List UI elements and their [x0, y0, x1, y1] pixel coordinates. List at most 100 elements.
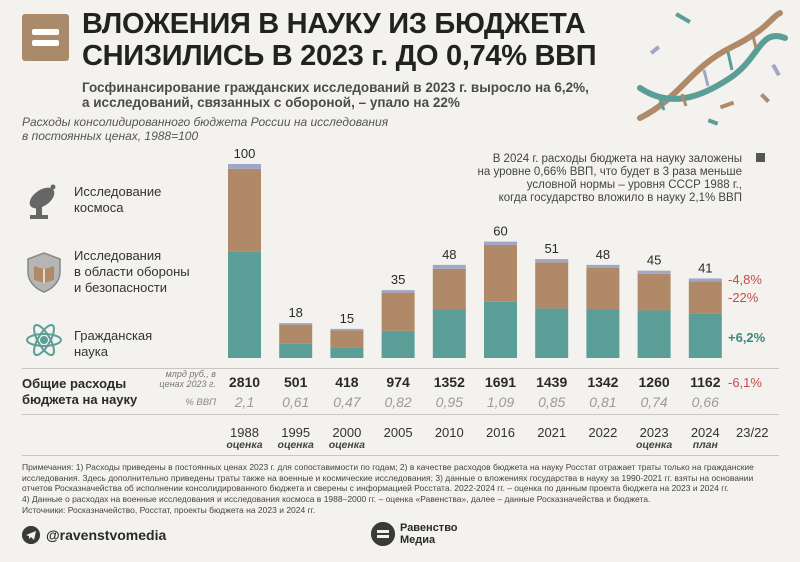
legend-defense-line-3: и безопасности	[74, 280, 168, 295]
total-value: 974	[386, 374, 410, 390]
bar-segment-defense	[330, 330, 364, 348]
title-line-1: ВЛОЖЕНИЯ В НАУКУ ИЗ БЮДЖЕТА	[82, 8, 586, 40]
notes-line-2: исследования. Здесь дополнительно привед…	[22, 472, 754, 483]
total-value: 418	[335, 374, 359, 390]
x-tick-sublabel: план	[692, 439, 718, 451]
gdp-value: 0,61	[282, 394, 310, 410]
bar-value-label: 51	[544, 241, 558, 256]
bar-segment-defense	[432, 268, 466, 310]
satellite-dish-icon	[29, 184, 56, 219]
bar-segment-defense	[484, 244, 517, 302]
bar-segment-space	[279, 323, 313, 325]
note-line-3: условной нормы – уровня СССР 1988 г.,	[526, 179, 742, 191]
bar-value-label: 35	[391, 272, 405, 287]
bar-value-label: 45	[647, 253, 661, 268]
bar-segment-defense	[228, 168, 261, 252]
chart-description: Расходы консолидированного бюджета Росси…	[22, 115, 388, 143]
x-tick-sublabel: оценка	[328, 439, 366, 451]
bar-segment-space	[381, 290, 415, 293]
bar-value-label: 48	[442, 247, 456, 262]
title-line-2: СНИЗИЛИСЬ В 2023 г. ДО 0,74% ВВП	[82, 40, 597, 72]
notes-line-3: отчетов Росказначейства об исполнении ко…	[22, 483, 729, 493]
bar-segment-space	[484, 241, 517, 245]
bar-segment-defense	[688, 281, 722, 314]
bar-segment-civil	[381, 330, 415, 358]
gdp-unit: % ВВП	[185, 397, 216, 408]
legend-civil-line-2: наука	[74, 344, 108, 359]
bar-segment-space	[637, 270, 671, 274]
gdp-value: 0,81	[589, 394, 617, 410]
change-column-header: 23/22	[736, 425, 769, 440]
total-value: 1352	[433, 374, 465, 390]
bar-segment-civil	[586, 309, 620, 358]
note-line-2: на уровне 0,66% ВВП, что будет в 3 раза …	[477, 166, 743, 178]
x-tick-label: 2016	[486, 425, 515, 440]
notes-line-4: 4) Данные о расходах на военные исследов…	[22, 493, 651, 504]
gdp-value: 0,85	[538, 394, 566, 410]
subtitle-line-1: Госфинансирование гражданских исследован…	[82, 80, 589, 95]
brand-line-2: Медиа	[400, 534, 436, 546]
stacked-bar-chart: 100 18 15 35 48 60 51 48 45 41	[228, 146, 722, 358]
note-marker	[756, 153, 765, 162]
gdp-value: 1,09	[486, 394, 515, 410]
row-title-line-2: бюджета на науку	[22, 392, 138, 407]
gdp-value: 0,66	[691, 394, 719, 410]
ravenstvo-logo-icon	[371, 522, 395, 546]
total-value: 1439	[536, 374, 568, 390]
bar-segment-space	[432, 264, 466, 269]
legend-civil: Гражданская наука	[74, 328, 152, 360]
bar-segment-space	[535, 259, 569, 263]
legend-space-line-2: космоса	[74, 200, 124, 215]
bar-segment-defense	[637, 273, 671, 311]
bar-segment-space	[586, 264, 620, 268]
bar-value-label: 15	[340, 311, 354, 326]
legend-defense-line-2: в области обороны	[74, 264, 190, 279]
totals-unit: млрд руб., в ценах 2023 г.	[144, 369, 216, 389]
description-line-1: Расходы консолидированного бюджета Росси…	[22, 115, 389, 129]
social-handle-link[interactable]: @ravenstvomedia	[46, 527, 167, 543]
bar-value-label: 100	[234, 146, 256, 161]
brand-logo	[22, 14, 69, 61]
total-value: 1691	[484, 374, 517, 390]
footer-separator	[22, 455, 779, 456]
bar-segment-defense	[535, 262, 569, 309]
gdp-value: 0,95	[435, 394, 463, 410]
unit-line-1: млрд руб., в	[165, 369, 216, 379]
x-tick-label: 2005	[383, 425, 413, 440]
bar-segment-space	[688, 278, 722, 282]
x-tick-label: 1995	[281, 425, 311, 440]
note-2024: В 2024 г. расходы бюджета на науку залож…	[462, 153, 743, 205]
footnotes: Примечания: 1) Расходы приведены в посто…	[22, 462, 772, 504]
change-defense: -22%	[728, 290, 759, 305]
x-tick-label: 2022	[588, 425, 618, 440]
row-title-line-1: Общие расходы	[22, 376, 127, 391]
change-civil: +6,2%	[728, 330, 766, 345]
logo-bar	[32, 29, 59, 35]
total-value: 1162	[690, 374, 721, 390]
bar-value-label: 41	[698, 260, 712, 275]
bar-value-label: 18	[288, 305, 302, 320]
legend-defense-line-1: Исследования	[74, 248, 162, 263]
x-tick-label: 2010	[434, 425, 464, 440]
legend-space: Исследование космоса	[74, 184, 161, 216]
bar-segment-civil	[228, 251, 261, 358]
bar-segment-defense	[381, 292, 415, 331]
notes-line-1: Примечания: 1) Расходы приведены в посто…	[22, 462, 754, 472]
unit-line-2: ценах 2023 г.	[159, 379, 216, 389]
telegram-icon[interactable]	[22, 526, 40, 544]
description-line-2: в постоянных ценах, 1988=100	[22, 129, 199, 143]
x-tick-sublabel: оценка	[226, 439, 263, 451]
table-separator	[22, 368, 779, 369]
bar-segment-civil	[688, 313, 722, 358]
gdp-value: 0,82	[384, 394, 412, 410]
bar-segment-civil	[484, 301, 517, 358]
page-subtitle: Госфинансирование гражданских исследован…	[82, 80, 589, 110]
legend-space-line-1: Исследование	[74, 184, 162, 199]
total-value: 2810	[228, 374, 261, 390]
shield-book-icon	[27, 252, 61, 293]
x-tick-label: 1988	[230, 425, 259, 440]
page-title: ВЛОЖЕНИЯ В НАУКУ ИЗ БЮДЖЕТА СНИЗИЛИСЬ В …	[82, 8, 597, 72]
brand-line-1: Равенство	[400, 522, 458, 534]
note-line-4: когда государство вложило в науку 2,1% В…	[498, 192, 742, 204]
x-tick-label: 2023	[639, 425, 669, 440]
